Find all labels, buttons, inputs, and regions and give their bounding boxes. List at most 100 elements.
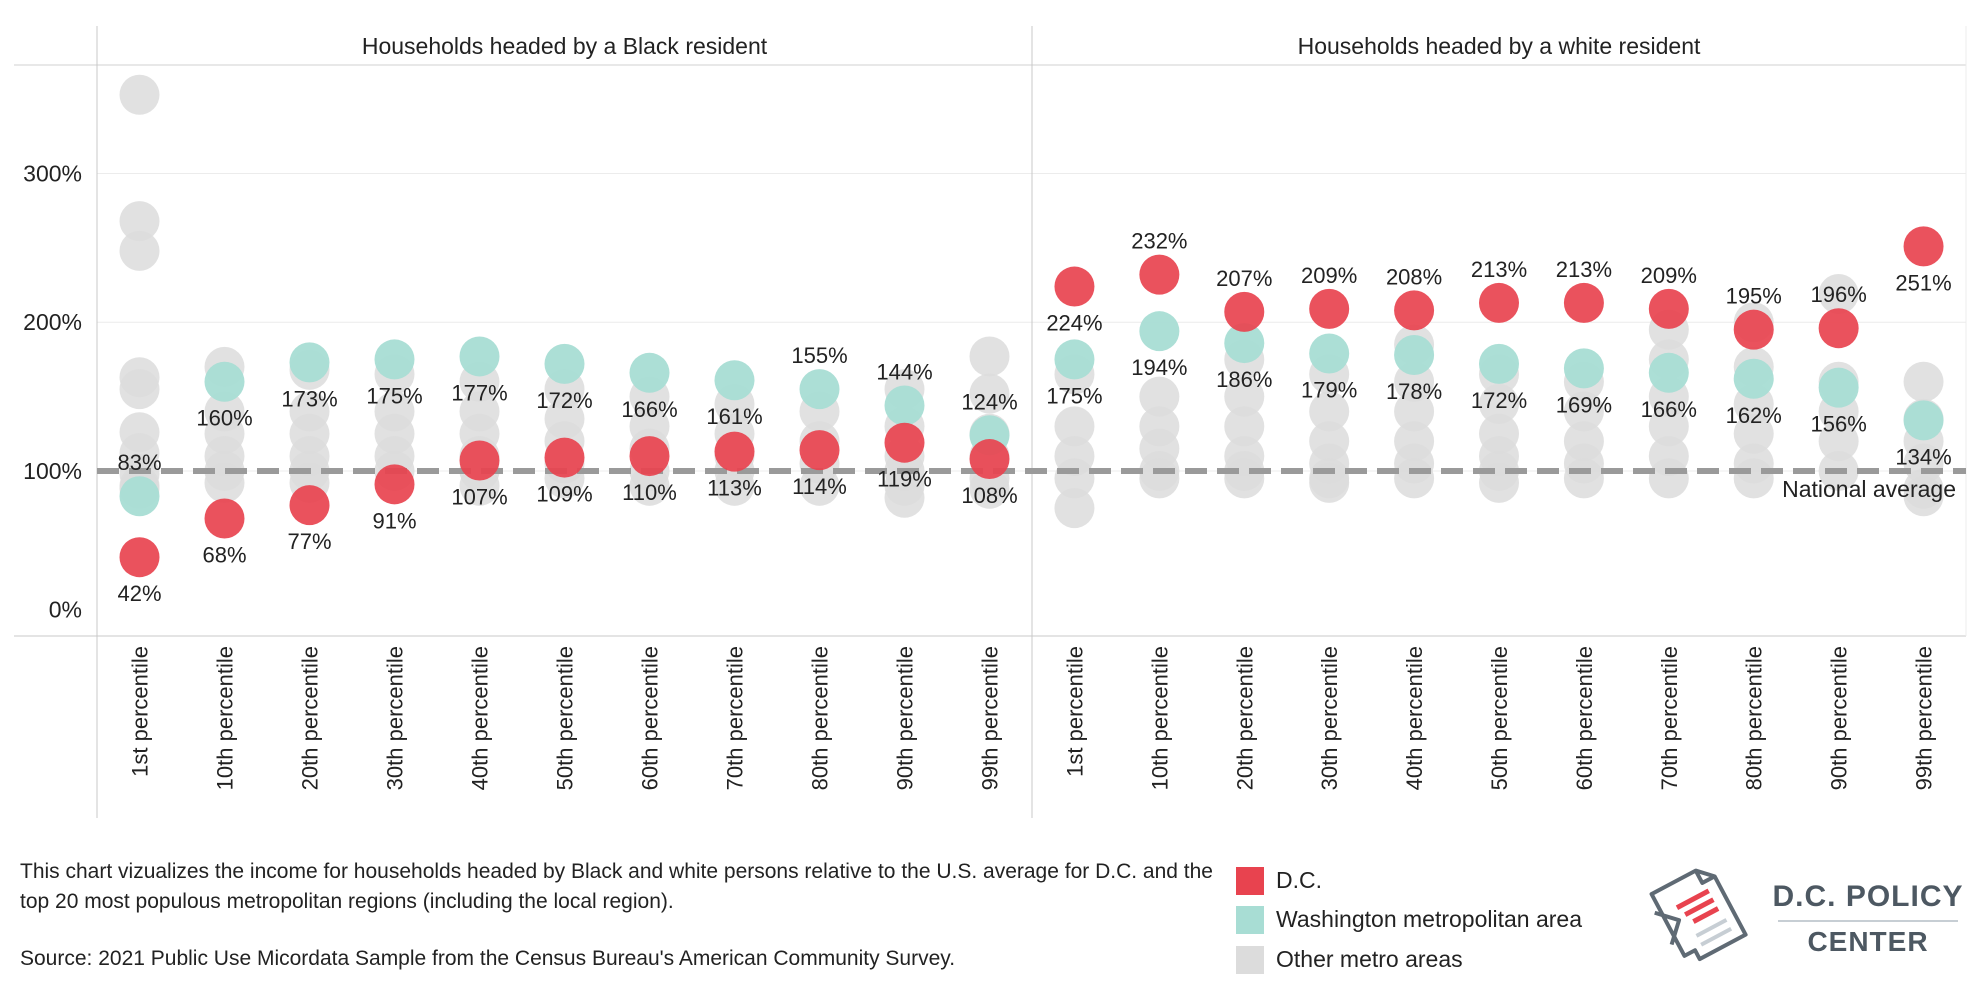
other-metro-point — [884, 477, 925, 518]
national-average-line: National average — [97, 467, 1966, 502]
data-label: 195% — [1726, 284, 1782, 309]
other-metro-point — [1818, 421, 1859, 462]
other-metro-point — [969, 373, 1010, 414]
data-label: 107% — [451, 485, 507, 510]
x-tick-label: 90th percentile — [1827, 646, 1852, 790]
x-tick-label: 50th percentile — [1487, 646, 1512, 790]
washington-metro-point — [1479, 343, 1519, 384]
washington-metro-point — [544, 343, 585, 384]
data-label: 194% — [1131, 355, 1187, 380]
washington-metro-point — [1648, 352, 1689, 393]
x-tick-label: 60th percentile — [1572, 646, 1597, 790]
other-metro-point — [1224, 376, 1265, 417]
washington-metro-point — [629, 352, 670, 393]
data-label: 156% — [1810, 412, 1866, 437]
facet-header: Households headed by a white resident — [1298, 33, 1701, 59]
dc-point — [374, 464, 415, 505]
data-label: 68% — [202, 543, 246, 568]
x-tick-label: 50th percentile — [553, 646, 578, 790]
dc-point — [204, 498, 245, 539]
data-label: 172% — [1471, 388, 1527, 413]
x-tick-label: 99th percentile — [978, 646, 1003, 790]
logo-line1: D.C. POLICY — [1772, 880, 1964, 913]
data-label: 161% — [706, 404, 762, 429]
other-metro-point — [1054, 488, 1095, 529]
chart-area: Households headed by a Black resident Hou… — [14, 26, 1967, 818]
data-label: 91% — [372, 508, 416, 533]
y-tick-label: 100% — [23, 458, 82, 484]
washington-metro-point — [1139, 311, 1180, 352]
y-tick-label: 200% — [23, 309, 82, 335]
data-label: 207% — [1216, 266, 1272, 291]
other-metro-point — [119, 201, 160, 242]
x-tick-label: 30th percentile — [383, 646, 408, 790]
washington-metro-point — [1818, 367, 1859, 408]
washington-metro-point — [1733, 358, 1774, 399]
legend-swatch-washington — [1236, 906, 1264, 934]
washington-metro-point — [119, 476, 160, 517]
dc-point — [1479, 282, 1519, 323]
dc-point — [969, 439, 1010, 480]
y-tick-label: 0% — [49, 597, 82, 623]
legend-swatch-dc — [1236, 867, 1264, 895]
x-tick-label: 20th percentile — [1232, 646, 1257, 790]
other-metro-point — [1479, 384, 1519, 425]
x-tick-label: 30th percentile — [1317, 646, 1342, 790]
dc-point — [1054, 266, 1095, 307]
data-label: 175% — [366, 383, 422, 408]
data-label: 175% — [1046, 383, 1102, 408]
washington-metro-point — [1054, 339, 1095, 380]
x-tick-label: 90th percentile — [893, 646, 918, 790]
data-label: 166% — [1641, 397, 1697, 422]
washington-metro-point — [884, 385, 925, 426]
data-label: 169% — [1556, 392, 1612, 417]
data-label: 109% — [536, 482, 592, 507]
washington-metro-point — [459, 336, 500, 377]
other-metro-point — [1903, 361, 1944, 402]
data-label: 213% — [1471, 257, 1527, 282]
data-label: 178% — [1386, 379, 1442, 404]
dc-point — [1563, 282, 1604, 323]
washington-metro-points — [119, 311, 1944, 517]
dc-points — [119, 226, 1944, 578]
other-metro-point — [1818, 273, 1859, 314]
washington-metro-point — [1309, 333, 1350, 374]
y-tick-label: 300% — [23, 161, 82, 187]
other-metro-point — [799, 465, 840, 506]
washington-metro-point — [714, 360, 755, 401]
dc-point — [1394, 290, 1435, 331]
other-metro-point — [714, 465, 755, 506]
data-label: 110% — [622, 480, 677, 505]
dc-point — [289, 485, 330, 526]
facet-header: Households headed by a Black resident — [362, 33, 768, 59]
other-metro-point — [1903, 476, 1944, 517]
data-label: 196% — [1810, 282, 1866, 307]
logo-line2: CENTER — [1807, 926, 1929, 957]
other-metro-point — [1139, 458, 1180, 499]
chart-description: This chart vizualizes the income for hou… — [20, 860, 1213, 913]
dc-point — [459, 440, 500, 481]
other-metro-point — [1733, 413, 1774, 454]
x-tick-label: 40th percentile — [468, 646, 493, 790]
other-metro-point — [1648, 406, 1689, 447]
data-label: 209% — [1301, 263, 1357, 288]
data-label: 124% — [961, 389, 1017, 414]
data-label: 177% — [451, 380, 507, 405]
national-average-label: National average — [1782, 476, 1956, 502]
washington-metro-point — [1563, 348, 1604, 389]
other-metro-point — [969, 468, 1010, 509]
data-label: 213% — [1556, 257, 1612, 282]
data-label: 232% — [1131, 229, 1187, 254]
data-label: 83% — [117, 450, 161, 475]
dc-map-document-icon — [1649, 868, 1748, 962]
data-label: 134% — [1895, 444, 1951, 469]
other-metro-point — [119, 74, 160, 115]
y-axis: 0% 100% 200% 300% — [23, 161, 82, 623]
data-label: 155% — [791, 343, 847, 368]
x-tick-label: 70th percentile — [1657, 646, 1682, 790]
other-metro-point — [1394, 458, 1435, 499]
other-metro-point — [1563, 391, 1604, 432]
dc-point — [884, 422, 925, 463]
data-label: 172% — [536, 388, 592, 413]
data-label: 162% — [1726, 403, 1782, 428]
